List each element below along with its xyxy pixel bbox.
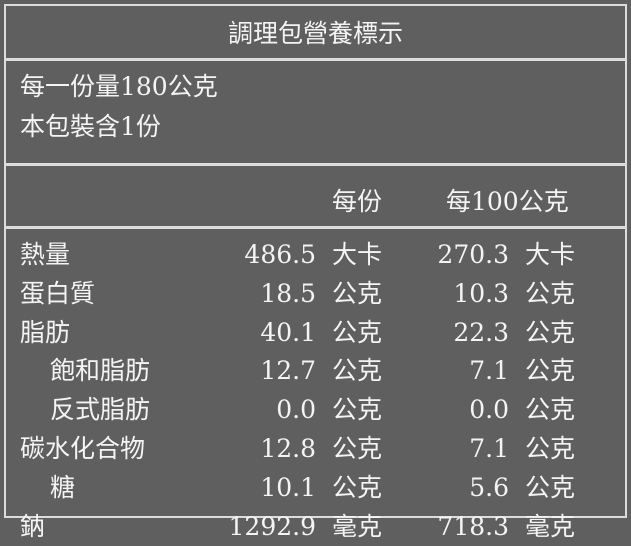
nutrient-row: 脂肪 40.1 公克 22.3 公克 [6,313,625,352]
per-100g-unit: 公克 [525,395,576,425]
per-100g-value: 270.3 [437,240,509,269]
nutrient-row: 熱量 486.5 大卡 270.3 大卡 [6,235,625,274]
per-serving-unit: 公克 [332,317,383,347]
per-serving-value: 1292.9 [228,511,316,541]
nutrient-row: 飽和脂肪 12.7 公克 7.1 公克 [6,351,625,390]
per-100g-unit: 公克 [525,472,576,502]
per-100g-value: 718.3 [437,511,509,541]
nutrient-name: 飽和脂肪 [50,356,151,386]
nutrition-label: 調理包營養標示 每一份量180公克 本包裝含1份 每份 每100公克 熱量 486… [4,4,627,541]
nutrient-table: 熱量 486.5 大卡 270.3 大卡 蛋白質 18.5 公克 10.3 公克 脂肪 40.1 公克 2… [6,229,625,541]
per-serving-value: 18.5 [260,278,316,308]
nutrient-row: 蛋白質 18.5 公克 10.3 公克 [6,274,625,313]
header-per-100g: 每100公克 [446,187,569,216]
per-100g-unit: 大卡 [525,240,576,269]
nutrient-name: 熱量 [20,240,71,269]
per-100g-value: 7.1 [469,356,509,386]
per-serving-unit: 公克 [332,434,383,463]
nutrient-name: 脂肪 [20,317,71,347]
per-serving-unit: 公克 [332,356,383,386]
per-serving-value: 486.5 [244,240,316,269]
per-100g-value: 0.0 [469,395,509,425]
per-100g-unit: 公克 [525,434,576,463]
per-serving-value: 0.0 [276,395,316,425]
per-serving-unit: 公克 [332,472,383,502]
per-100g-unit: 公克 [525,278,576,308]
per-100g-value: 5.6 [469,472,509,502]
nutrient-name: 反式脂肪 [50,395,151,425]
per-serving-value: 12.8 [260,434,316,463]
per-100g-unit: 公克 [525,317,576,347]
per-serving-unit: 公克 [332,278,383,308]
per-serving-unit: 大卡 [332,240,383,269]
serving-info: 每一份量180公克 本包裝含1份 [6,61,625,166]
nutrient-name: 糖 [50,472,76,502]
column-header: 每份 每100公克 [6,166,625,229]
per-100g-value: 7.1 [469,434,509,463]
serving-size: 每一份量180公克 [20,72,218,101]
per-100g-value: 22.3 [453,317,509,347]
per-100g-value: 10.3 [453,278,509,308]
per-serving-value: 12.7 [260,356,316,386]
nutrient-name: 碳水化合物 [20,434,146,463]
per-100g-unit: 公克 [525,356,576,386]
nutrient-name: 蛋白質 [20,278,96,308]
per-serving-unit: 公克 [332,395,383,425]
per-serving-unit: 毫克 [332,511,383,541]
servings-per-package: 本包裝含1份 [20,112,161,141]
per-serving-value: 40.1 [260,317,316,347]
header-per-serving: 每份 [332,187,383,216]
nutrient-name: 鈉 [20,511,46,541]
nutrient-row: 反式脂肪 0.0 公克 0.0 公克 [6,390,625,429]
nutrient-row: 鈉 1292.9 毫克 718.3 毫克 [6,507,625,546]
label-title: 調理包營養標示 [6,6,625,61]
nutrient-row: 碳水化合物 12.8 公克 7.1 公克 [6,429,625,468]
nutrient-row: 糖 10.1 公克 5.6 公克 [6,468,625,507]
per-100g-unit: 毫克 [525,511,576,541]
per-serving-value: 10.1 [260,472,316,502]
